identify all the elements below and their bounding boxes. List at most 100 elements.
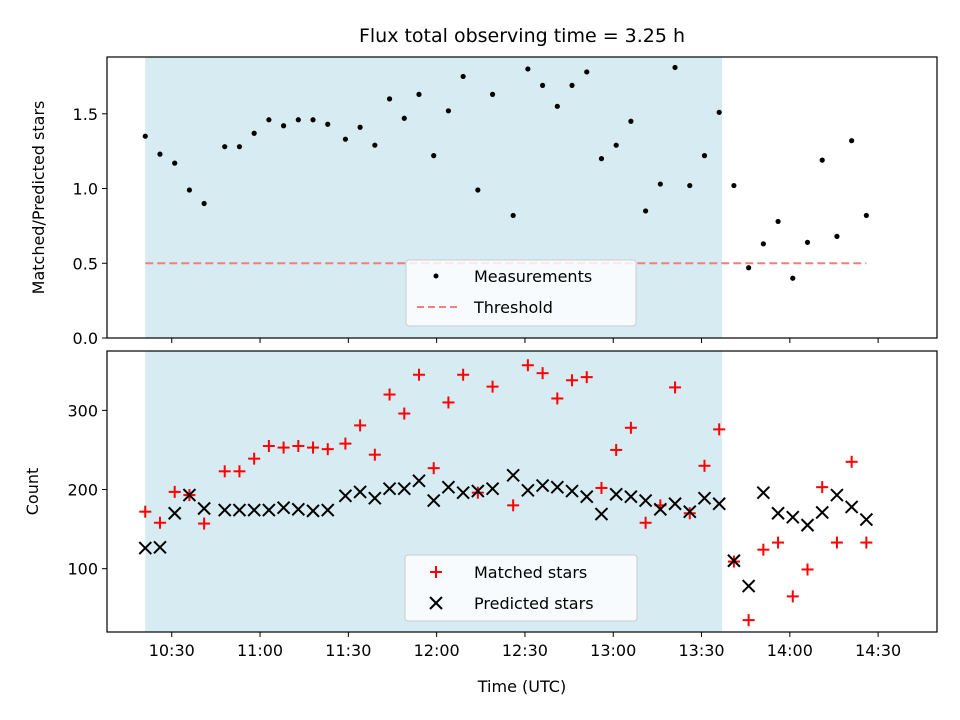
predicted-point [182,488,197,502]
measurement-point [628,118,634,124]
legend-measurements-marker [433,273,439,279]
predicted-point [153,540,167,555]
measurement-point [142,133,148,139]
measurement-point [819,157,825,163]
x-tick-label: 11:30 [325,641,371,660]
matched-point [595,481,608,494]
x-axis-label: Time (UTC) [477,677,566,696]
matched-point [624,421,637,434]
matched-point [486,380,499,393]
x-tick-label: 12:00 [414,641,460,660]
matched-point [139,505,152,518]
measurement-point [775,218,781,225]
measurement-point [222,144,228,150]
matched-point [757,543,770,556]
predicted-point [771,506,785,520]
x-tick-label: 13:30 [678,641,724,660]
y-tick-label: 300 [67,401,98,420]
measurement-point [657,181,663,187]
matched-point [292,439,305,452]
count-panel-legend: Matched stars Predicted stars [404,554,638,622]
ratio-panel-frame [106,56,938,339]
predicted-point [580,489,594,504]
predicted-point [485,482,500,496]
predicted-point [412,474,426,488]
predicted-point [218,503,232,517]
matched-point [168,485,181,498]
measurement-point [834,233,840,239]
measurement-point [598,156,605,162]
matched-point [368,448,381,461]
matched-point [412,368,425,381]
measurement-point [540,82,546,88]
measurement-point [716,109,722,115]
matched-point [669,381,682,394]
measurement-point [760,241,766,247]
measurement-point [386,96,393,102]
predicted-point [397,482,411,496]
legend-predicted-label: Predicted stars [474,594,594,613]
predicted-point [291,502,306,517]
x-tick-label: 11:00 [237,641,283,660]
predicted-point [506,468,520,482]
matched-point [233,465,246,478]
x-tick-label: 12:30 [502,641,548,660]
legend-threshold-label: Threshold [473,298,553,317]
measurement-point [236,144,243,150]
predicted-point [247,503,261,517]
predicted-point [697,491,712,505]
measurement-point [672,64,678,71]
predicted-point [197,501,211,516]
matched-point [442,396,455,409]
matched-point [198,517,211,530]
predicted-point [167,506,182,520]
matched-point [698,459,711,472]
predicted-point [594,507,609,521]
predicted-point [712,497,726,511]
ratio-panel-ylabel: Matched/Predicted stars [29,101,48,295]
matched-point [471,486,484,499]
measurement-point [584,69,590,75]
predicted-point [138,541,152,555]
matched-point [153,516,166,529]
y-tick-label: 0.0 [73,329,98,348]
legend-measurements-label: Measurements [474,267,592,286]
matched-point [580,371,593,384]
predicted-point [756,485,771,500]
matched-point [398,407,411,420]
ratio-panel: 0.0 0.5 1.0 1.5 Matched/Predicted stars Mea… [29,56,938,348]
legend-box [404,554,638,622]
measurement-point [401,115,407,121]
measurement-point [172,160,178,166]
matched-point [248,452,261,465]
predicted-point [800,518,815,532]
legend-matched-marker [430,566,442,578]
measurement-point [372,142,378,148]
predicted-point [521,483,535,498]
measurement-point [280,123,287,129]
y-tick-label: 1.0 [73,180,98,199]
matched-point [457,368,470,381]
matched-point [801,563,814,576]
predicted-point [232,503,247,517]
matched-point [772,536,785,549]
matched-point [427,462,440,475]
predicted-point [609,487,623,501]
predicted-point [668,497,682,511]
matched-point [218,465,231,478]
matched-point [566,374,579,387]
predicted-point [624,489,638,504]
predicted-point [426,493,441,508]
measurement-point [569,82,575,88]
predicted-point [786,510,800,524]
predicted-point [368,491,382,505]
predicted-point [550,480,565,494]
ratio-panel-legend: Measurements Threshold [405,259,637,327]
matched-point [521,359,534,372]
x-tick-label: 10:30 [149,641,195,660]
measurement-point [357,124,363,130]
matched-point [277,441,290,454]
measurement-point [804,239,811,245]
matched-point [786,590,799,603]
